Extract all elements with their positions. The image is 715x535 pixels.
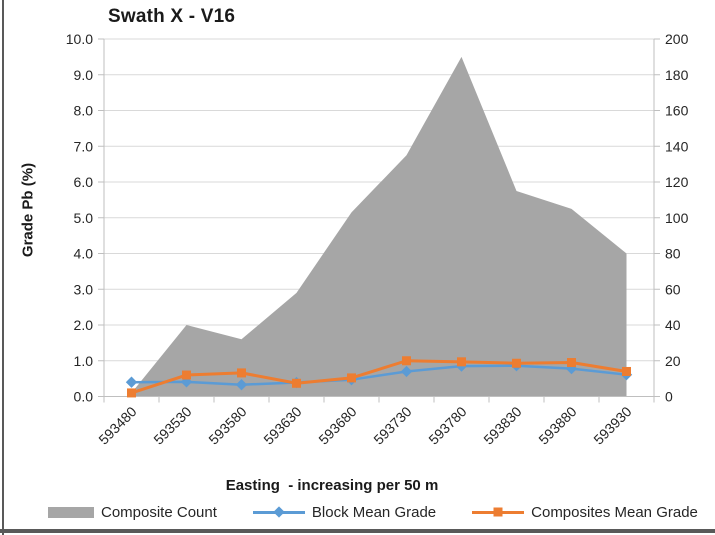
y-axis-tick-label-left: 6.0 bbox=[74, 174, 94, 190]
y-axis-tick-label-right: 100 bbox=[665, 210, 689, 226]
worksheet-bottom-border bbox=[0, 529, 715, 533]
y-axis-title: Grade Pb (%) bbox=[19, 162, 37, 258]
block-mean-grade-line bbox=[130, 364, 628, 386]
x-axis-tick-label: 593630 bbox=[260, 403, 304, 447]
y-axis-tick-label-right: 200 bbox=[665, 31, 689, 47]
y-axis-tick-label-right: 80 bbox=[665, 246, 681, 262]
x-axis-tick-label: 593530 bbox=[150, 403, 194, 447]
y-axis-tick-label-left: 8.0 bbox=[74, 103, 94, 119]
composites-mean-grade-marker bbox=[182, 370, 191, 380]
area-swatch-icon bbox=[48, 506, 94, 518]
x-axis-tick-label: 593780 bbox=[425, 403, 469, 447]
y-axis-tick-label-right: 0 bbox=[665, 389, 673, 405]
y-axis-tick-label-right: 160 bbox=[665, 103, 689, 119]
legend-item-composite-count: Composite Count bbox=[48, 504, 217, 521]
x-axis-tick-label: 593730 bbox=[370, 403, 414, 447]
line-square-swatch-icon bbox=[472, 506, 525, 519]
legend-item-block-mean-grade: Block Mean Grade bbox=[252, 503, 437, 521]
y-axis-tick-label-left: 2.0 bbox=[74, 317, 94, 333]
composites-mean-grade-marker bbox=[237, 368, 246, 378]
x-axis-tick-label: 593580 bbox=[205, 403, 249, 447]
block-mean-grade-marker bbox=[125, 376, 138, 388]
y-axis-tick-label-right: 20 bbox=[665, 353, 681, 369]
diamond-marker-icon bbox=[273, 506, 285, 518]
y-axis-tick-label-left: 1.0 bbox=[74, 353, 94, 369]
x-axis-tick-label: 593930 bbox=[590, 403, 634, 447]
legend-item-composites-mean-grade: Composites Mean Grade bbox=[472, 504, 698, 521]
x-axis-tick-label: 593880 bbox=[535, 403, 579, 447]
y-axis-tick-label-left: 9.0 bbox=[74, 67, 94, 83]
x-axis-tick-label: 593830 bbox=[480, 403, 524, 447]
y-axis-tick-label-right: 180 bbox=[665, 67, 689, 83]
composites-mean-grade-marker bbox=[127, 388, 136, 398]
y-axis-tick-label-right: 140 bbox=[665, 138, 689, 154]
composites-mean-grade-marker bbox=[512, 358, 521, 368]
square-marker-icon bbox=[493, 507, 503, 517]
composites-mean-grade-marker bbox=[567, 358, 576, 368]
composites-mean-grade-marker bbox=[402, 356, 411, 366]
x-axis-tick-label: 593680 bbox=[315, 403, 359, 447]
line-diamond-swatch-icon bbox=[252, 506, 305, 519]
composites-mean-grade-marker bbox=[622, 366, 631, 376]
y-axis-tick-label-left: 0.0 bbox=[74, 389, 94, 405]
legend: Composite Count Block Mean Grade Composi… bbox=[48, 501, 698, 523]
block-mean-grade-marker bbox=[400, 365, 413, 378]
composites-mean-grade-marker bbox=[457, 357, 466, 367]
x-axis-title: Easting - increasing per 50 m bbox=[225, 477, 439, 494]
composites-mean-grade-marker bbox=[347, 373, 356, 383]
legend-label: Block Mean Grade bbox=[311, 503, 437, 521]
legend-label: Composite Count bbox=[101, 503, 217, 521]
composites-mean-grade-marker bbox=[292, 378, 301, 388]
y-axis-tick-label-left: 3.0 bbox=[74, 281, 94, 297]
x-axis-tick-label: 593480 bbox=[95, 403, 139, 447]
chart-title: Swath X - V16 bbox=[108, 6, 236, 27]
composite-count-area bbox=[131, 56, 627, 397]
y-axis-tick-label-left: 10.0 bbox=[66, 31, 93, 47]
y-axis-tick-label-right: 120 bbox=[665, 174, 689, 190]
y-axis-tick-label-left: 5.0 bbox=[74, 210, 94, 226]
block-mean-grade-marker bbox=[235, 379, 248, 391]
y-axis-tick-label-left: 7.0 bbox=[74, 138, 94, 154]
worksheet-left-border bbox=[2, 0, 4, 535]
y-axis-tick-label-left: 4.0 bbox=[74, 246, 94, 262]
legend-label: Composites Mean Grade bbox=[531, 503, 698, 521]
y-axis-tick-label-right: 60 bbox=[665, 281, 681, 297]
composites-mean-grade-line bbox=[130, 359, 628, 395]
y-axis-tick-label-right: 40 bbox=[665, 317, 681, 333]
